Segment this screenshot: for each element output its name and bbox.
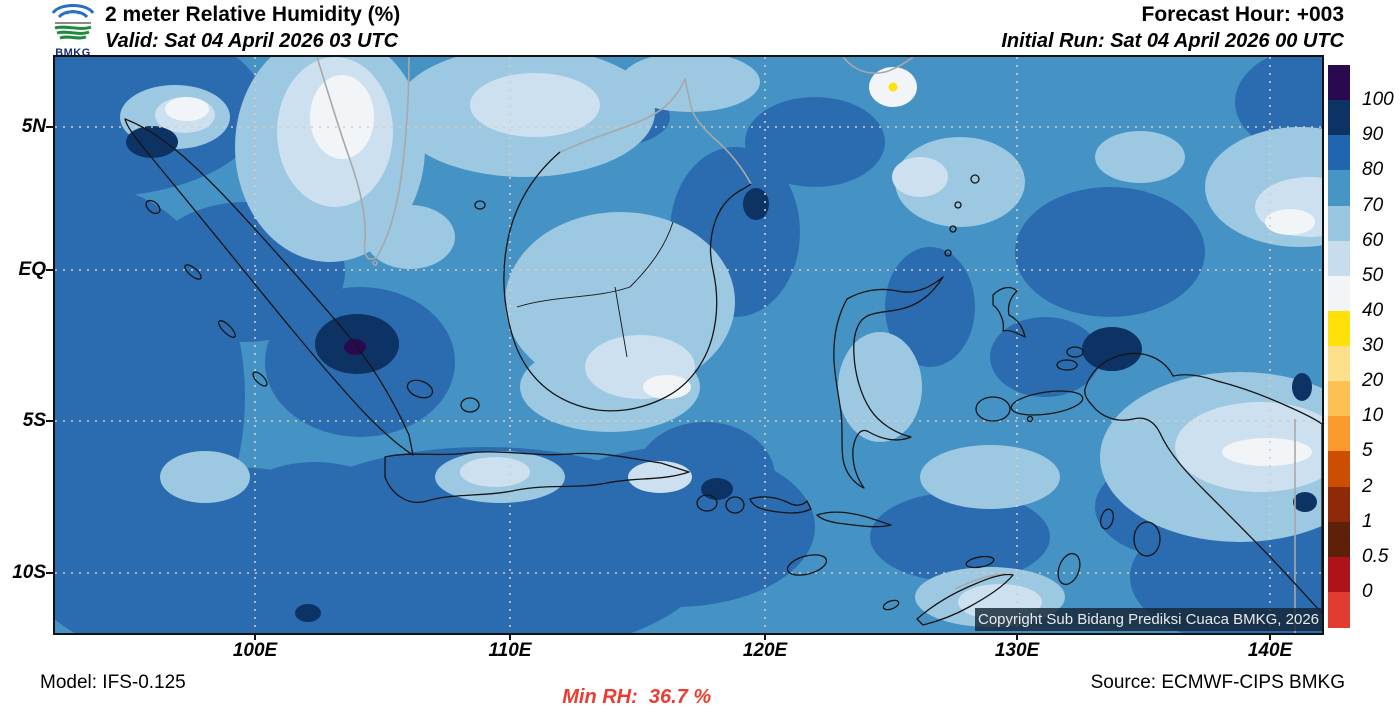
rh-90-100-patches: [126, 126, 1317, 622]
forecast-hour: Forecast Hour: +003: [1141, 3, 1345, 26]
colorbar-block-15: [1328, 591, 1350, 628]
lat-label-5N: 5N: [21, 116, 46, 137]
rh-60-70-patches: [120, 57, 1322, 627]
colorbar-label-20: 20: [1362, 370, 1384, 392]
colorbar-label-70: 70: [1362, 194, 1384, 216]
copyright-overlay: Copyright Sub Bidang Prediksi Cuaca BMKG…: [975, 608, 1322, 631]
page-title: 2 meter Relative Humidity (%): [105, 3, 401, 26]
graticule: [55, 57, 1322, 633]
colorbar-block-10: [1328, 416, 1350, 452]
colorbar-label-0.5: 0.5: [1362, 545, 1389, 567]
colorbar-block-7: [1328, 310, 1350, 347]
rh-100-patch: [344, 339, 366, 355]
lon-tick-120E: [764, 633, 766, 640]
lat-tick-5N: [46, 126, 53, 128]
lon-tick-100E: [254, 633, 256, 640]
lat-label-10S: 10S: [12, 562, 46, 583]
colorbar-block-2: [1328, 135, 1350, 171]
colorbar-block-4: [1328, 205, 1350, 242]
lon-tick-110E: [509, 633, 511, 640]
lat-tick-EQ: [46, 269, 53, 271]
colorbar-block-12: [1328, 486, 1350, 523]
lon-label-120E: 120E: [742, 640, 788, 661]
colorbar-label-2: 2: [1362, 475, 1373, 497]
colorbar-block-0: [1328, 65, 1350, 101]
rh-40-50-patches: [165, 67, 1315, 466]
colorbar-block-3: [1328, 170, 1350, 206]
colorbar-block-13: [1328, 521, 1350, 558]
lat-tick-10S: [46, 572, 53, 574]
lat-label-5S: 5S: [22, 410, 46, 431]
lat-label-EQ: EQ: [18, 259, 46, 280]
colorbar-label-60: 60: [1362, 229, 1384, 251]
colorbar-block-14: [1328, 556, 1350, 593]
lon-label-100E: 100E: [232, 640, 278, 661]
colorbar-label-90: 90: [1362, 124, 1384, 146]
colorbar-label-80: 80: [1362, 159, 1384, 181]
bmkg-logo: BMKG: [44, 1, 102, 59]
colorbar-label-10: 10: [1362, 405, 1384, 427]
colorbar-label-50: 50: [1362, 264, 1384, 286]
colorbar-block-5: [1328, 240, 1350, 277]
colorbar-block-8: [1328, 346, 1350, 382]
source-label: Source: ECMWF-CIPS BMKG: [1090, 672, 1345, 693]
rh-minimum-spot: [888, 82, 898, 92]
bmkg-logo-label: BMKG: [55, 47, 91, 59]
lon-tick-130E: [1016, 633, 1018, 640]
lon-label-140E: 140E: [1247, 640, 1293, 661]
colorbar-block-1: [1328, 100, 1350, 136]
colorbar-label-30: 30: [1362, 335, 1384, 356]
lon-label-110E: 110E: [488, 640, 532, 661]
colorbar-label-5: 5: [1362, 440, 1373, 462]
initial-run: Initial Run: Sat 04 April 2026 00 UTC: [1001, 30, 1344, 52]
colorbar-block-6: [1328, 275, 1350, 312]
foreign-coastlines: [316, 57, 1296, 633]
humidity-contour-map: [55, 57, 1322, 633]
colorbar-label-1: 1: [1362, 510, 1373, 532]
colorbar-block-11: [1328, 451, 1350, 487]
colorbar-label-100: 100: [1362, 89, 1394, 111]
valid-time: Valid: Sat 04 April 2026 03 UTC: [105, 30, 399, 52]
min-rh-value: Min RH: 36.7 %: [562, 686, 712, 708]
lon-tick-140E: [1269, 633, 1271, 640]
lon-label-130E: 130E: [994, 640, 1040, 661]
humidity-map: Copyright Sub Bidang Prediksi Cuaca BMKG…: [53, 55, 1324, 635]
indonesia-coastlines: [124, 118, 1322, 626]
minmax-line: Min RH: 36.7 % | Max RH: 98.6 %: [540, 663, 716, 709]
colorbar-block-9: [1328, 381, 1350, 417]
colorbar-label-40: 40: [1362, 299, 1384, 321]
lat-tick-5S: [46, 420, 53, 422]
model-label: Model: IFS-0.125: [40, 672, 186, 693]
bmkg-logo-emblem: [51, 4, 95, 40]
colorbar-label-0: 0: [1362, 580, 1373, 602]
